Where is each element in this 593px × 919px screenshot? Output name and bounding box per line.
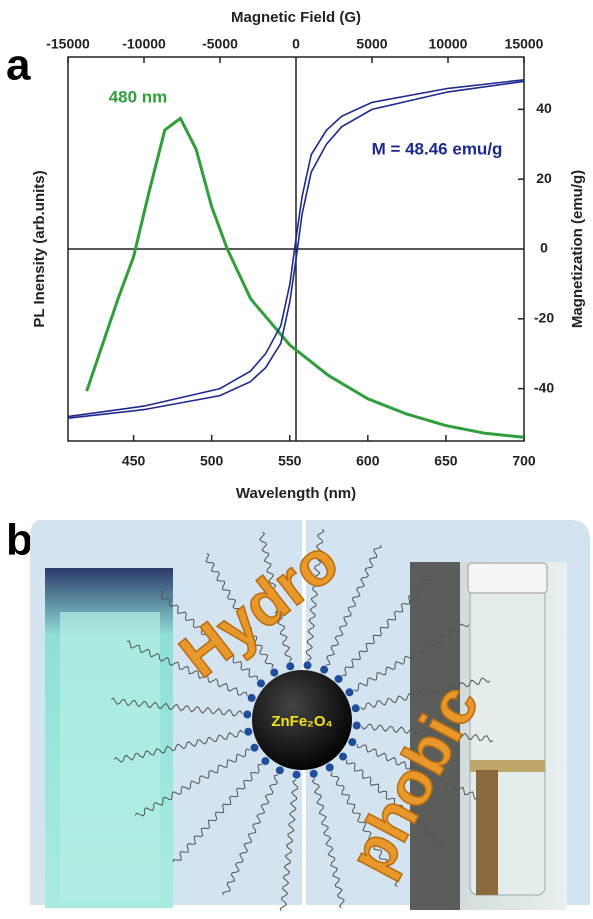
x2-tick-label: -15000: [46, 36, 90, 52]
x2-tick-label: -10000: [122, 36, 166, 52]
x2-tick-label: -5000: [202, 36, 238, 52]
x-axis-title: Wavelength (nm): [236, 485, 356, 502]
ligand-head: [257, 679, 265, 687]
ligand-head: [353, 721, 361, 729]
y2-tick-label: 0: [540, 240, 548, 256]
ligand-head: [326, 764, 334, 772]
x-tick-label: 550: [278, 453, 302, 469]
particle-label: ZnFe₂O₄: [271, 713, 332, 730]
figure: a b Magnetic Field (G) Wavelength (nm) P…: [0, 0, 593, 914]
x2-tick-label: 10000: [429, 36, 468, 52]
y2-tick-label: -20: [534, 310, 554, 326]
panel-label: b: [6, 516, 33, 565]
ligand-head: [248, 694, 256, 702]
series-line: [87, 118, 524, 437]
annotation: M = 48.46 emu/g: [372, 139, 503, 158]
page: a b Magnetic Field (G) Wavelength (nm) P…: [0, 0, 593, 919]
ligand-head: [293, 771, 301, 779]
ligand-head: [250, 744, 258, 752]
ligand-head: [243, 711, 251, 719]
ligand-head: [339, 753, 347, 761]
ligand-head: [303, 661, 311, 669]
ligand-head: [352, 704, 360, 712]
y2-tick-label: -40: [534, 379, 554, 395]
y2-tick-label: 20: [536, 170, 552, 186]
ligand-head: [270, 668, 278, 676]
ligand-head: [346, 688, 354, 696]
ligand-head: [286, 662, 294, 670]
ligand-head: [244, 728, 252, 736]
panel-label: a: [6, 41, 31, 90]
x-tick-label: 600: [356, 453, 380, 469]
x2-tick-label: 5000: [356, 36, 387, 52]
x2-axis-title: Magnetic Field (G): [231, 9, 361, 26]
x-tick-label: 700: [512, 453, 536, 469]
x-tick-label: 500: [200, 453, 224, 469]
y2-tick-label: 40: [536, 100, 552, 116]
sponge-in-vial: [476, 770, 498, 895]
ligand-head: [320, 666, 328, 674]
ligand-head: [310, 770, 318, 778]
ligand-head: [335, 675, 343, 683]
cuvette-glow: [60, 612, 160, 902]
ligand-head: [276, 766, 284, 774]
y-axis-title: PL Inensity (arb.units): [31, 170, 48, 327]
x-tick-label: 650: [434, 453, 458, 469]
y2-axis-title: Magnetization (emu/g): [569, 170, 586, 328]
ligand-head: [348, 738, 356, 746]
x2-tick-label: 0: [292, 36, 300, 52]
annotation: 480 nm: [109, 87, 168, 106]
ligand-head: [261, 757, 269, 765]
vial-cap: [468, 563, 547, 593]
x2-tick-label: 15000: [505, 36, 544, 52]
x-tick-label: 450: [122, 453, 146, 469]
